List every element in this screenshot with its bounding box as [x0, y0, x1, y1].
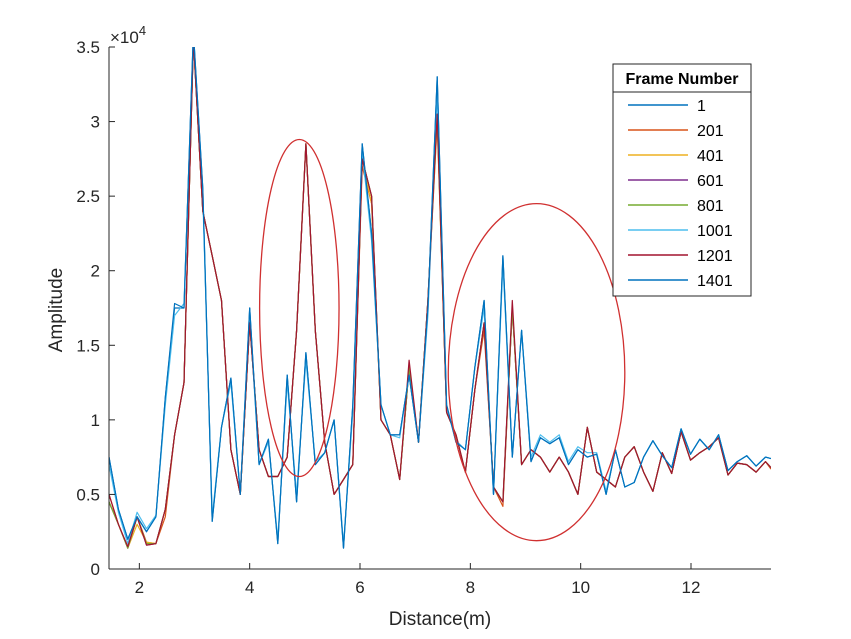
legend-label: 1201	[697, 248, 733, 265]
y-tick-label: 2	[91, 262, 100, 281]
x-axis-title: Distance(m)	[389, 609, 491, 630]
series-layer	[109, 47, 771, 549]
y-exponent-label: ×104	[110, 23, 146, 47]
legend-label: 1001	[697, 223, 733, 240]
legend-item-401: 401	[628, 148, 724, 165]
legend-label: 601	[697, 173, 724, 190]
legend-label: 1	[697, 98, 706, 115]
x-tick-label: 8	[466, 578, 475, 597]
legend-item-1401: 1401	[628, 273, 733, 290]
legend-label: 401	[697, 148, 724, 165]
legend-label: 801	[697, 198, 724, 215]
annotation-layer	[258, 138, 626, 542]
legend-label: 201	[697, 123, 724, 140]
y-tick-label: 1.5	[76, 336, 100, 355]
legend-item-201: 201	[628, 123, 724, 140]
x-tick-label: 2	[135, 578, 144, 597]
x-tick-label: 6	[355, 578, 364, 597]
x-tick-label: 10	[571, 578, 590, 597]
highlight-ellipse-1	[258, 138, 340, 478]
ticks: 2 4 6 8 10 12 0 0.5 1 1.5 2 2.5 3 3.5	[76, 38, 700, 597]
legend-item-1001: 1001	[628, 223, 733, 240]
x-tick-label: 4	[245, 578, 254, 597]
series-line-1401	[109, 47, 771, 549]
highlight-ellipse-2	[447, 202, 626, 542]
y-tick-label: 0.5	[76, 485, 100, 504]
y-tick-label: 3	[91, 113, 100, 132]
y-tick-label: 2.5	[76, 187, 100, 206]
y-axis-title: Amplitude	[46, 268, 67, 353]
legend-item-1: 1	[628, 98, 706, 115]
legend-title: Frame Number	[626, 71, 739, 88]
legend-item-601: 601	[628, 173, 724, 190]
series-line-1201	[109, 47, 771, 548]
legend-item-1201: 1201	[628, 248, 733, 265]
legend-item-801: 801	[628, 198, 724, 215]
y-tick-label: 0	[91, 560, 100, 579]
axes	[108, 47, 771, 570]
x-tick-label: 12	[682, 578, 701, 597]
y-tick-label: 1	[91, 411, 100, 430]
y-tick-label: 3.5	[76, 38, 100, 57]
legend-label: 1401	[697, 273, 733, 290]
